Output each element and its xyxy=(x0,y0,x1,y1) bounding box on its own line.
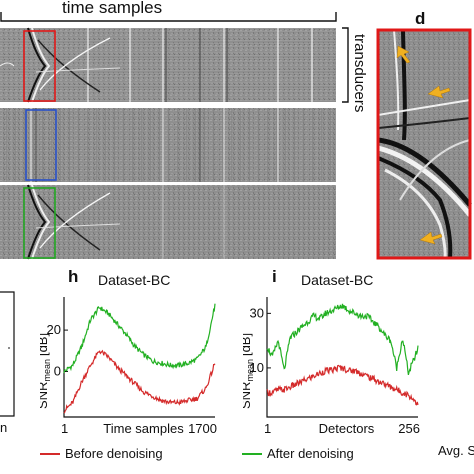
panel-h-letter: h xyxy=(68,267,79,286)
transducers-label: transducers xyxy=(351,34,368,113)
partial-left-x-fragment: n xyxy=(0,420,8,435)
i-series-before xyxy=(266,364,419,406)
legend-before: Before denoising xyxy=(40,446,163,461)
legend-before-label: Before denoising xyxy=(65,446,163,461)
i-x-end-label: 256 xyxy=(398,421,420,436)
partial-left-plot-frame xyxy=(0,291,15,417)
i-x-axis-label: Detectors xyxy=(319,421,375,436)
h-y-axis-label: SNRmean[dB] xyxy=(40,333,52,409)
h-x-end-label: 1700 xyxy=(188,421,217,436)
partial-right-fragment: Avg. S xyxy=(438,443,474,458)
h-x-start-label: 1 xyxy=(61,421,68,436)
arrow-icons xyxy=(396,45,451,245)
time-samples-label: time samples xyxy=(62,0,163,17)
i-axes xyxy=(266,297,418,418)
h-axes xyxy=(63,297,215,418)
h-series-before xyxy=(63,349,216,414)
i-y-axis-label: SNRmean[dB] xyxy=(243,333,255,409)
panel-d-zoom xyxy=(376,28,472,260)
sinogram-denoised xyxy=(0,184,336,260)
i-y-tick-label: 30 xyxy=(250,305,264,320)
h-y-tick-label: 0 xyxy=(54,363,61,378)
legend-after: After denoising xyxy=(242,446,354,461)
time-samples-bracket xyxy=(0,12,337,22)
legend-after-label: After denoising xyxy=(267,446,354,461)
legend-after-swatch xyxy=(242,452,262,455)
h-y-tick-label: 20 xyxy=(47,322,61,337)
sinogram-noise xyxy=(0,108,336,182)
h-x-axis-label: Time samples xyxy=(103,421,184,436)
transducers-bracket xyxy=(342,27,349,103)
panel-h-title: Dataset-BC xyxy=(98,272,171,288)
i-y-tick-label: 10 xyxy=(250,360,264,375)
legend-before-swatch xyxy=(40,452,60,455)
panel-i-title: Dataset-BC xyxy=(301,272,374,288)
i-series-after xyxy=(266,303,419,376)
h-series-after xyxy=(63,303,216,374)
sinogram-figure xyxy=(0,12,472,260)
i-x-start-label: 1 xyxy=(264,421,271,436)
sinogram-original xyxy=(0,27,336,103)
panel-d-letter: d xyxy=(415,9,426,28)
panel-i-letter: i xyxy=(272,267,277,286)
